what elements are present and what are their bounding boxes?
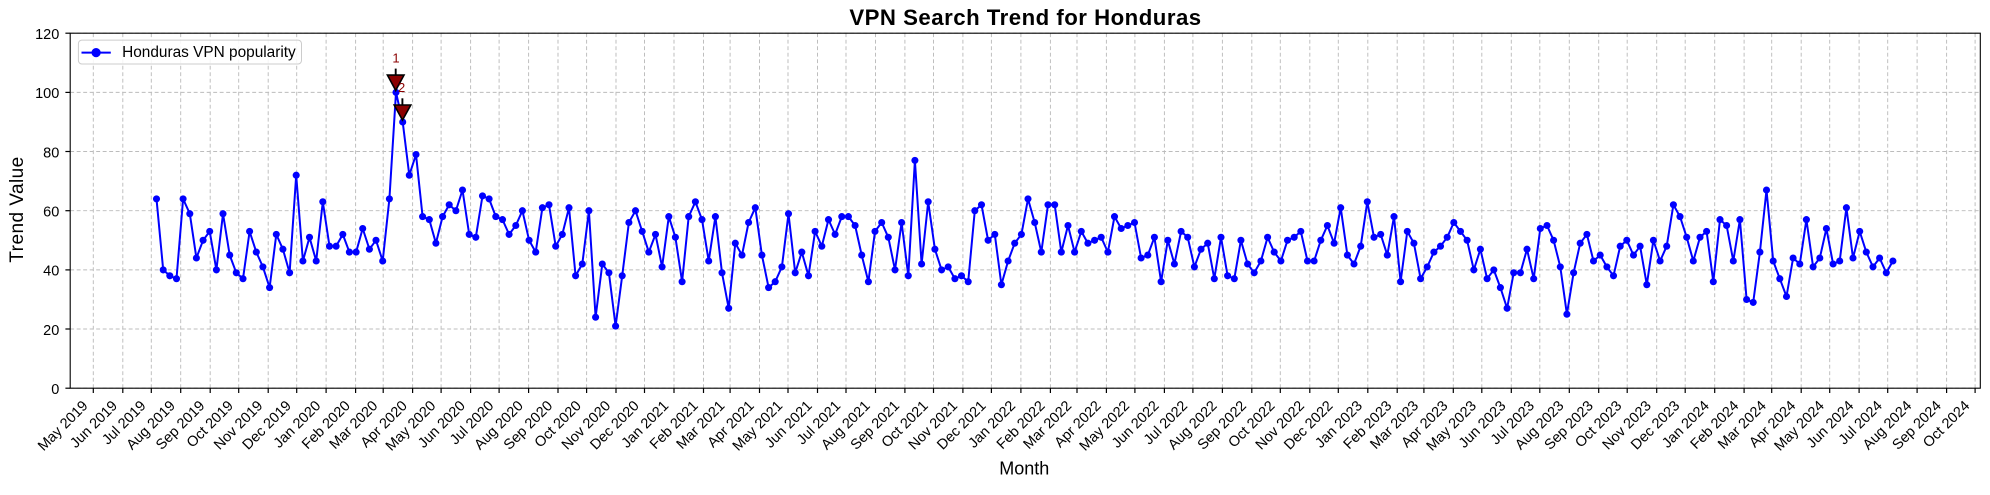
svg-text:Trend Value: Trend Value [7, 156, 28, 262]
svg-text:100: 100 [35, 86, 59, 102]
svg-text:0: 0 [51, 382, 59, 398]
svg-text:1: 1 [392, 50, 399, 65]
svg-text:80: 80 [43, 145, 59, 161]
svg-text:Month: Month [999, 459, 1049, 479]
svg-text:20: 20 [43, 323, 59, 339]
svg-text:VPN Search Trend for Honduras: VPN Search Trend for Honduras [849, 5, 1201, 30]
svg-text:2: 2 [398, 80, 405, 95]
svg-text:Honduras VPN popularity: Honduras VPN popularity [122, 44, 296, 61]
svg-text:120: 120 [35, 27, 59, 43]
svg-text:40: 40 [43, 264, 59, 280]
svg-text:60: 60 [43, 205, 59, 221]
